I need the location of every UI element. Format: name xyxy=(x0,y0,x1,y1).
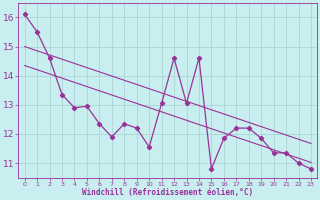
X-axis label: Windchill (Refroidissement éolien,°C): Windchill (Refroidissement éolien,°C) xyxy=(82,188,253,197)
